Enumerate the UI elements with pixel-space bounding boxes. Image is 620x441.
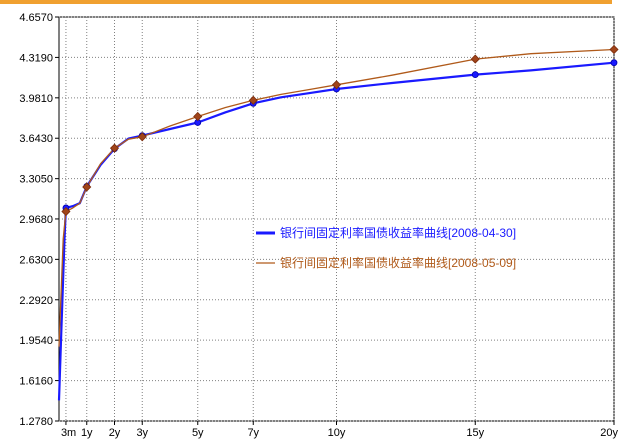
y-tick-label: 1.2780 (19, 416, 53, 428)
legend: 银行间固定利率国债收益率曲线[2008-04-30] 银行间固定利率国债收益率曲线… (256, 225, 516, 270)
y-tick-label: 2.6300 (19, 254, 53, 266)
series-marker-circle (610, 59, 618, 67)
axis-layer: 4.6570 4.3190 3.9810 3.6430 3.3050 2.9680 2.63… (19, 12, 618, 439)
y-tick-label: 4.3190 (19, 52, 53, 64)
x-tick-label: 10y (328, 427, 346, 439)
series-marker-diamond (82, 182, 92, 192)
y-tick-label: 2.9680 (19, 214, 53, 226)
x-tick-label: 1y (81, 427, 93, 439)
series-marker-diamond (193, 111, 203, 122)
x-tick-label: 3m (61, 427, 76, 439)
series-marker-diamond (248, 95, 258, 105)
y-tick-label: 2.2920 (19, 295, 53, 307)
series-marker-diamond (470, 54, 480, 64)
y-tick-label: 4.6570 (19, 12, 53, 24)
x-tick-label: 15y (466, 427, 484, 439)
series-marker-circle (471, 71, 479, 79)
x-tick-label: 3y (136, 427, 148, 439)
x-tick-label: 7y (247, 427, 259, 439)
x-tick-label: 20y (600, 427, 618, 439)
y-tick-label: 3.9810 (19, 93, 53, 105)
series-layer (57, 44, 619, 401)
series-marker-diamond (137, 132, 147, 142)
x-tick-label: 2y (109, 427, 121, 439)
top-accent-bar (0, 0, 612, 4)
y-tick-label: 1.9540 (19, 335, 53, 347)
series-line-1 (58, 48, 615, 347)
series-marker-diamond (609, 44, 619, 55)
grid-layer (58, 16, 615, 422)
series-line-0 (57, 61, 615, 401)
y-tick-label: 3.6430 (19, 133, 53, 145)
series-marker-diamond (331, 80, 342, 90)
legend-label-1: 银行间固定利率国债收益率曲线[2008-05-09] (280, 255, 516, 270)
y-tick-label: 1.6160 (19, 376, 53, 388)
x-tick-label: 5y (192, 427, 204, 439)
series-marker-diamond (61, 206, 71, 217)
legend-label-0: 银行间固定利率国债收益率曲线[2008-04-30] (280, 225, 516, 240)
series-marker-diamond (109, 143, 120, 153)
y-tick-label: 3.3050 (19, 174, 53, 186)
